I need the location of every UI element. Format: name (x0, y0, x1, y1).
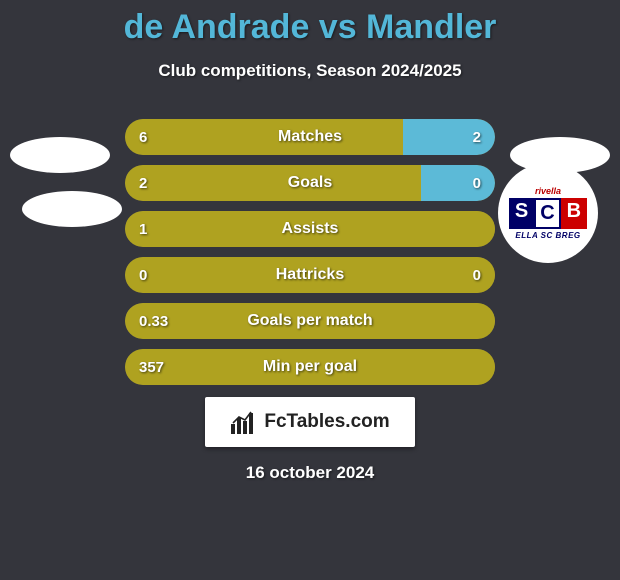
stat-row: 1Assists (125, 211, 495, 247)
stat-row: 00Hattricks (125, 257, 495, 293)
stat-label: Goals per match (125, 303, 495, 339)
stat-row: 0.33Goals per match (125, 303, 495, 339)
page-title: de Andrade vs Mandler (0, 0, 620, 47)
comparison-chart: rivella SCB ELLA SC BREG 62Matches 20Goal… (0, 119, 620, 385)
stat-row: 357Min per goal (125, 349, 495, 385)
footer-brand-logo: FcTables.com (205, 397, 415, 447)
team-badge-right-2-scb: rivella SCB ELLA SC BREG (498, 163, 598, 263)
stat-row: 20Goals (125, 165, 495, 201)
scb-badge-top-text: rivella (535, 186, 561, 196)
stat-label: Min per goal (125, 349, 495, 385)
stat-label: Matches (125, 119, 495, 155)
stat-label: Goals (125, 165, 495, 201)
stat-label: Assists (125, 211, 495, 247)
scb-badge-mid: SCB (509, 198, 587, 229)
bars-icon (230, 410, 258, 434)
stat-rows-container: 62Matches 20Goals 1Assists 00Hattricks 0.33G… (125, 119, 495, 385)
scb-badge-bottom-text: ELLA SC BREG (515, 231, 580, 240)
footer-brand-text: FcTables.com (264, 411, 389, 433)
stat-row: 62Matches (125, 119, 495, 155)
stat-label: Hattricks (125, 257, 495, 293)
team-badge-left-2 (22, 173, 122, 245)
page-subtitle: Club competitions, Season 2024/2025 (0, 61, 620, 81)
footer-date: 16 october 2024 (0, 463, 620, 483)
